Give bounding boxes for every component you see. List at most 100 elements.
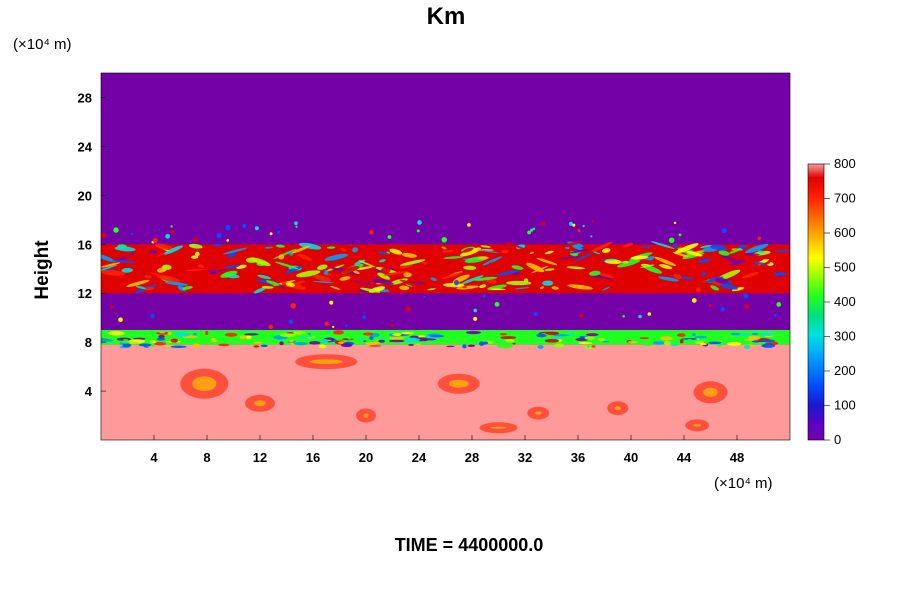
contour-features [101, 219, 790, 434]
interface-fringe [627, 340, 638, 344]
sparse-cell [294, 221, 298, 226]
y-tick-label: 4 [85, 384, 93, 399]
x-tick-label: 32 [518, 450, 532, 465]
interface-fringe [677, 333, 686, 337]
turbulence-streak [773, 272, 787, 276]
sparse-cell [369, 229, 374, 235]
sparse-cell [288, 319, 294, 325]
turbulence-streak [401, 252, 417, 258]
turbulence-streak [601, 248, 611, 253]
sparse-cell [332, 325, 335, 329]
turbulence-streak [222, 247, 248, 255]
x-unit-label: (×10⁴ m) [714, 475, 773, 492]
turbulence-streak [219, 261, 228, 267]
turbulence-streak [529, 251, 534, 254]
turbulence-streak [501, 249, 509, 254]
interface-fringe [694, 335, 708, 339]
turbulence-streak [356, 266, 373, 270]
turbulence-streak [566, 266, 586, 270]
turbulence-streak [592, 251, 601, 255]
sparse-cell [150, 313, 155, 319]
interface-fringe [373, 341, 381, 344]
turbulence-streak [354, 259, 366, 265]
interface-fringe [736, 333, 752, 336]
interface-fringe [101, 338, 114, 342]
interface-fringe [170, 345, 187, 348]
turbulence-streak [511, 265, 524, 270]
interface-fringe [727, 341, 742, 346]
sparse-cell [673, 221, 677, 225]
sparse-cell [473, 316, 478, 321]
turbulence-streak [639, 245, 653, 248]
interface-fringe [679, 339, 684, 344]
interface-fringe [687, 338, 693, 341]
x-tick-label: 12 [253, 450, 267, 465]
turbulence-streak [223, 264, 241, 269]
turbulence-streak [443, 256, 463, 259]
turbulence-streak [560, 240, 583, 248]
sparse-cell [441, 236, 448, 243]
interface-fringe [499, 333, 508, 336]
interface-fringe [743, 344, 751, 350]
turbulence-streak [149, 272, 162, 277]
colorbar-tick-label: 200 [834, 363, 856, 378]
interface-fringe [414, 343, 421, 346]
y-tick-label: 8 [85, 335, 92, 350]
eddy-core [614, 406, 621, 411]
turbulence-streak [370, 278, 394, 285]
sparse-cell [572, 223, 576, 227]
turbulence-streak [148, 250, 158, 254]
y-axis-label: Height [32, 240, 53, 300]
interface-fringe [715, 337, 725, 340]
turbulence-streak [274, 261, 299, 270]
turbulence-streak [278, 254, 285, 260]
interface-fringe [504, 338, 515, 343]
interface-fringe [318, 344, 326, 349]
interface-fringe [369, 335, 374, 341]
turbulence-streak [488, 262, 497, 267]
turbulence-streak [208, 269, 218, 274]
interface-fringe [288, 339, 294, 343]
turbulence-streak [765, 261, 771, 265]
turbulence-streak [569, 248, 591, 254]
interface-fringe [392, 332, 402, 337]
x-tick-label: 28 [465, 450, 479, 465]
colorbar-tick-label: 700 [834, 191, 856, 206]
colorbar: 0 100 200 300 400 500 600 700 800 [807, 156, 856, 447]
interface-fringe [751, 340, 760, 343]
interface-fringe [159, 331, 166, 334]
chart-title: Km [427, 3, 466, 30]
turbulence-streak [261, 285, 274, 289]
turbulence-streak [489, 288, 506, 291]
sparse-cell [720, 307, 726, 312]
turbulence-streak [544, 250, 554, 255]
colorbar-tick-label: 400 [834, 294, 856, 309]
interface-fringe [462, 344, 467, 349]
turbulence-streak [676, 267, 697, 275]
turbulence-streak [591, 241, 613, 253]
colorbar-gradient [807, 163, 825, 441]
sparse-cell [170, 229, 175, 234]
colorbar-tick-label: 800 [834, 156, 856, 171]
interface-fringe [429, 334, 444, 338]
turbulence-streak [266, 280, 280, 286]
sparse-cell [362, 315, 367, 320]
interface-fringe [205, 330, 209, 336]
interface-fringe [156, 337, 166, 341]
turbulence-streak [542, 280, 554, 286]
turbulence-streak [360, 287, 381, 293]
turbulence-streak [114, 246, 136, 252]
colorbar-tick-label: 100 [834, 398, 856, 413]
sparse-cell [226, 239, 230, 242]
turbulence-streak [116, 254, 136, 258]
turbulence-streak [441, 271, 463, 280]
interface-fringe [279, 341, 284, 346]
interface-fringe [696, 338, 700, 340]
sparse-cell [577, 228, 581, 233]
turbulence-streak [257, 274, 272, 280]
turbulence-streak [144, 275, 152, 279]
sparse-cell [467, 223, 471, 227]
turbulence-streak [461, 275, 484, 285]
turbulence-streak [443, 283, 465, 288]
interface-fringe [107, 331, 125, 336]
